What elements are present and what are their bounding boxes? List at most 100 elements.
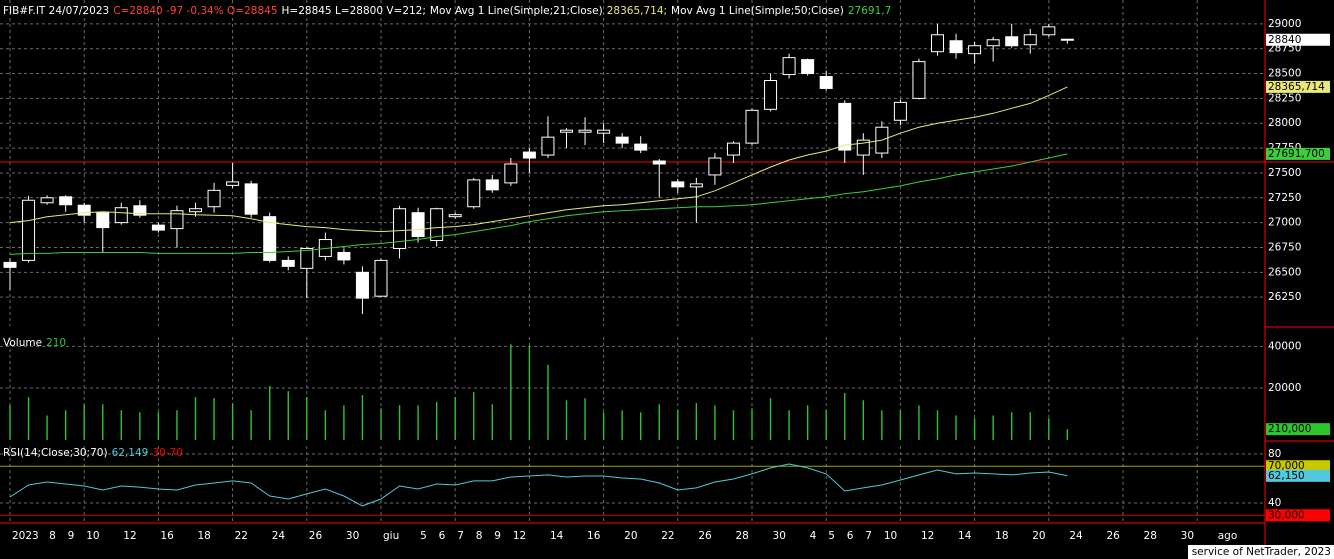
x-tick-label: 9 — [68, 530, 75, 542]
y-tick-label: 26500 — [1268, 266, 1301, 278]
indicator-line — [9, 463, 1068, 507]
moving-average-line — [9, 86, 1068, 233]
x-tick-label: 12 — [921, 530, 934, 542]
y-tick-label: 26250 — [1268, 291, 1301, 303]
candle-body — [522, 151, 536, 159]
candle-body — [393, 208, 407, 249]
candle-body — [114, 207, 128, 224]
candle-body — [1042, 26, 1056, 36]
candle-body — [300, 247, 314, 269]
candle-body — [244, 183, 258, 215]
value-box — [1266, 469, 1330, 482]
candle-body — [3, 261, 17, 268]
x-tick-label: 26 — [1106, 530, 1120, 542]
candle-body — [263, 216, 277, 261]
candle-body — [708, 157, 722, 176]
y-tick-label: 27500 — [1268, 167, 1301, 179]
candle-body — [40, 197, 54, 204]
candle-body — [764, 80, 778, 110]
y-tick-label: 20000 — [1268, 382, 1301, 394]
y-tick-label: 28500 — [1268, 68, 1301, 80]
value-box-label: 28365,714 — [1268, 81, 1325, 93]
x-tick-label: 24 — [272, 530, 286, 542]
x-tick-label: 8 — [49, 530, 56, 542]
candle-body — [652, 160, 666, 165]
value-box — [1266, 80, 1330, 93]
x-tick-label: 20 — [624, 530, 637, 542]
title-value: 62,149 — [112, 447, 149, 459]
x-tick-label: 26 — [698, 530, 712, 542]
panel-title: Volume 210 — [3, 337, 66, 349]
y-tick-label: 27250 — [1268, 192, 1301, 204]
candle-body — [355, 271, 369, 299]
candle-body — [893, 101, 907, 121]
value-box-label: 30,000 — [1268, 509, 1305, 521]
y-tick-label: 29000 — [1268, 18, 1301, 30]
title-levels: 30-70 — [152, 447, 183, 459]
x-tick-label: 2023 — [12, 530, 39, 542]
x-tick-label: 24 — [1069, 530, 1083, 542]
candle-body — [59, 196, 73, 206]
candle-body — [671, 181, 685, 188]
candle-body — [281, 259, 295, 267]
x-tick-label: 16 — [160, 530, 174, 542]
x-tick-label: 8 — [476, 530, 483, 542]
x-tick-label: 28 — [735, 530, 748, 542]
x-tick-label: 6 — [847, 530, 854, 542]
y-tick-label: 27000 — [1268, 217, 1301, 229]
candle-body — [689, 183, 703, 188]
candle-body — [226, 181, 240, 186]
value-box — [1266, 460, 1330, 473]
candle-body — [782, 57, 796, 76]
candle-body — [189, 208, 202, 213]
x-tick-label: 14 — [958, 530, 972, 542]
value-box-label: 27691,700 — [1268, 148, 1325, 160]
candle-body — [838, 102, 852, 151]
x-tick-label: 30 — [346, 530, 359, 542]
y-tick-label: 40 — [1268, 497, 1281, 509]
x-tick-label: 30 — [1181, 530, 1194, 542]
y-tick-label: 26750 — [1268, 241, 1301, 253]
value-box-label: 70,000 — [1268, 460, 1305, 472]
candle-body — [133, 205, 147, 216]
y-tick-label: 80 — [1268, 448, 1281, 460]
x-tick-label: 14 — [550, 530, 564, 542]
candle-body — [22, 199, 36, 261]
y-tick-label: 28250 — [1268, 92, 1301, 104]
moving-average-line — [9, 153, 1068, 255]
candle-body — [485, 179, 499, 191]
candle-body — [1005, 36, 1019, 47]
candle-body — [151, 224, 165, 231]
candle-body — [597, 129, 611, 134]
x-tick-label: 18 — [198, 530, 211, 542]
x-tick-label: 30 — [773, 530, 786, 542]
value-box-label: 62,150 — [1268, 470, 1305, 482]
candle-body — [170, 210, 184, 230]
candle-body — [578, 129, 592, 133]
x-tick-label: 7 — [457, 530, 464, 542]
candle-body — [931, 34, 944, 53]
candle-body — [411, 212, 425, 238]
candle-body — [1023, 34, 1037, 46]
x-tick-label: 20 — [1032, 530, 1045, 542]
x-tick-label: 4 — [810, 530, 817, 542]
x-tick-label: 18 — [995, 530, 1008, 542]
value-box-label: 28840 — [1268, 34, 1301, 46]
header-part: C=28840 -97 -0,34% O=28845 — [113, 5, 277, 17]
value-box — [1266, 423, 1330, 436]
footer: A service of NetTrader, 2023 — [1181, 546, 1331, 558]
candle-body — [504, 163, 518, 184]
candle-body — [745, 109, 759, 144]
candle-body — [77, 204, 91, 216]
x-tick-label: 28 — [1144, 530, 1157, 542]
candle-body — [1060, 38, 1074, 41]
candle-body — [337, 251, 351, 261]
candle-body — [615, 136, 629, 144]
x-tick-label: 12 — [123, 530, 136, 542]
footer-box — [1188, 545, 1334, 559]
value-box-label: 210,000 — [1268, 423, 1311, 435]
candle-body — [560, 129, 573, 133]
candle-body — [968, 45, 982, 55]
candle-body — [96, 212, 110, 229]
